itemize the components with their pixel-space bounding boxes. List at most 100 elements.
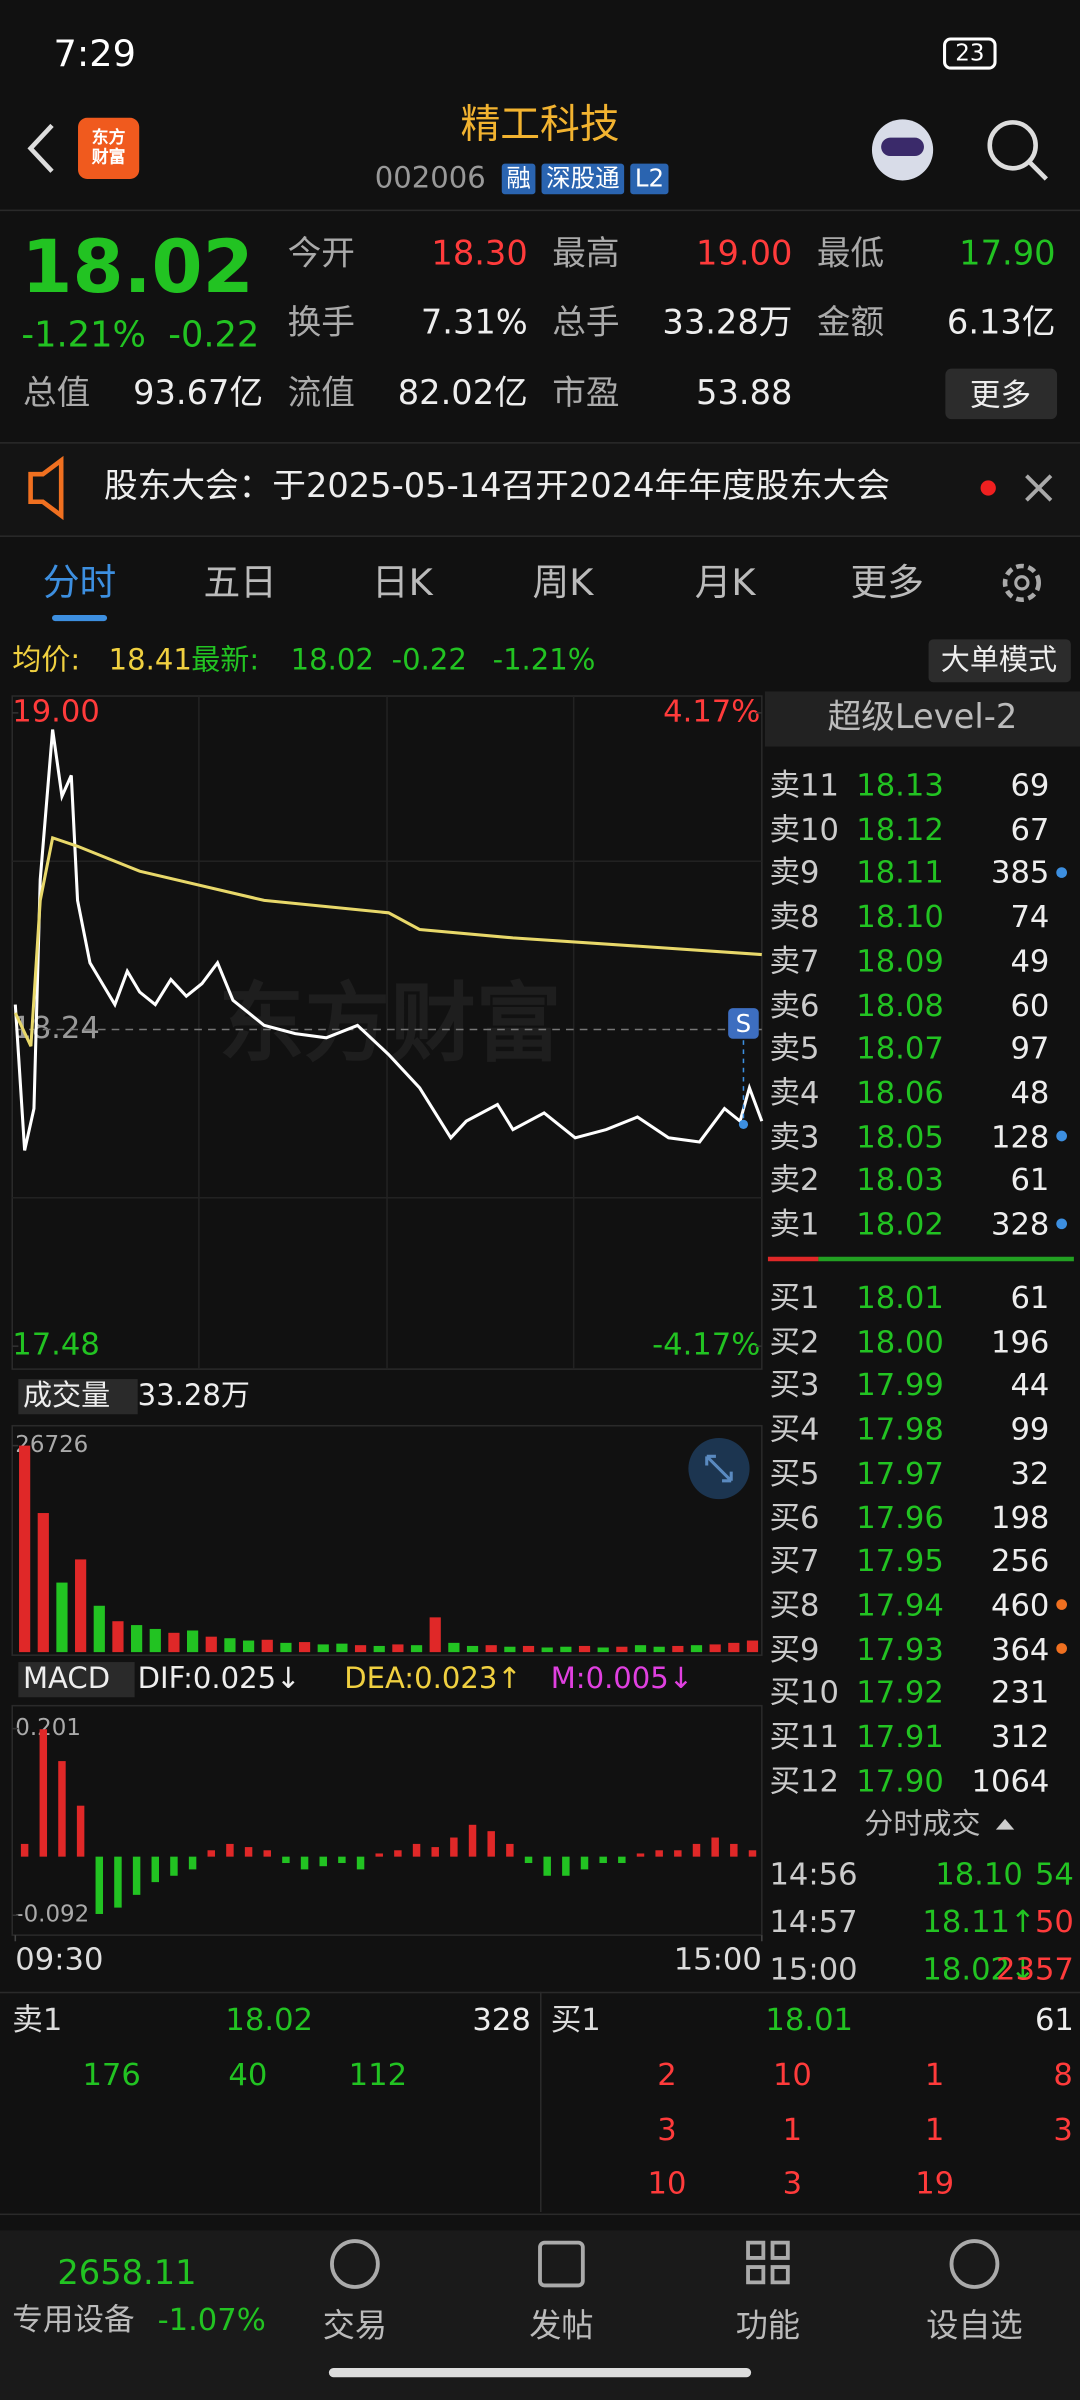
book-label: 卖10 [769,810,839,848]
macd-bar [356,1856,365,1870]
macd-bar [487,1831,495,1857]
macd-bar [431,1847,439,1857]
field-value: 33.28万 [662,304,793,343]
summary-bid-label: 买1 [550,2000,601,2038]
nav-icon-post[interactable] [538,2240,585,2288]
level2-title[interactable]: 超级Level-2 [827,699,1018,738]
field-value: 82.02亿 [397,374,528,414]
stock-name: 精工科技 [460,102,620,149]
field-label: 换手 [287,304,355,343]
price-line [13,835,762,1047]
field-value: 18.30 [431,235,528,274]
tab[interactable]: 日K [371,561,433,605]
price-line [13,729,764,1151]
field-label: 总值 [22,374,91,414]
book-price: 18.12 [856,810,944,848]
book-label: 买10 [769,1674,839,1711]
last-dot [738,1119,749,1129]
macd-bar [226,1843,234,1857]
nav-item[interactable]: 功能 [735,2307,801,2345]
summary-panel [0,1991,1080,2216]
summary-ask-label: 卖1 [12,2000,63,2038]
macd-bar [655,1850,663,1857]
macd-bar [282,1856,290,1864]
book-label: 卖1 [769,1205,820,1243]
macd-bar [39,1729,48,1857]
notice-text[interactable]: 股东大会：于2025-05-14召开2024年年度股东大会 [104,468,891,507]
tab[interactable]: 五日 [203,561,277,605]
macd-indicator: M:0.005↓ [550,1662,694,1696]
logo-box[interactable] [78,117,140,179]
tab-underline [52,614,108,622]
macd-bar [95,1856,104,1914]
tab[interactable]: 月K [694,561,756,605]
book-volume: 99 [1010,1410,1050,1448]
nav-icon-watch[interactable] [949,2239,1000,2289]
macd-label[interactable]: MACD [18,1662,135,1698]
avg-value: 18.41 [108,643,192,677]
book-price: 18.07 [856,1029,944,1067]
volume-bar [560,1646,572,1653]
stock-tag: L2 [630,163,669,195]
search-icon[interactable] [987,120,1038,171]
trade-marker: S [736,1009,752,1038]
more-button[interactable] [945,368,1058,420]
tab[interactable]: 更多 [850,561,924,605]
field-label: 市盈 [552,374,620,414]
field-label: 最高 [552,235,620,274]
book-volume: 312 [990,1717,1050,1755]
tab[interactable]: 分时 [42,561,117,605]
notice-bar[interactable] [0,442,1080,537]
macd-bar [319,1856,327,1867]
volume-label[interactable]: 成交量 [18,1379,138,1415]
field-label: 金额 [816,304,885,343]
index-value[interactable]: 2658.11 [57,2254,197,2294]
book-label: 卖3 [769,1117,820,1155]
nav-item[interactable]: 交易 [322,2307,388,2345]
close-icon[interactable] [1025,474,1053,502]
ask-order: 112 [348,2055,408,2093]
book-label: 买2 [769,1322,820,1360]
book-price: 17.98 [856,1410,944,1448]
avg-label: 均价: [12,643,81,677]
expand-icon [705,1454,733,1483]
book-price: 18.09 [856,942,944,979]
book-label: 买11 [769,1717,839,1755]
stock-tag: 深股通 [541,163,625,195]
mode-label[interactable]: 大单模式 [940,643,1058,677]
book-price: 18.03 [856,1161,944,1199]
mode-button[interactable] [928,639,1071,683]
nav-item[interactable]: 发帖 [529,2307,594,2345]
tab[interactable]: 周K [532,561,594,605]
level2-header[interactable] [764,691,1080,747]
last-price: 18.02 [21,224,254,311]
book-price: 17.99 [856,1366,944,1404]
book-label: 买7 [769,1542,820,1579]
nav-item[interactable]: 设自选 [926,2307,1023,2345]
nav-icon-trade[interactable] [330,2239,380,2289]
book-label: 卖11 [769,766,839,804]
volume-bar [298,1642,311,1653]
nav-icon-func[interactable] [746,2240,790,2285]
macd-bar [338,1856,346,1864]
header-divider [0,209,1080,212]
volume-bar [317,1644,329,1653]
volume-bar [112,1621,124,1653]
more-label[interactable]: 更多 [969,376,1032,414]
x-tick-label: 15:00 [674,1943,762,1978]
volume-bar [709,1644,721,1653]
book-price: 18.02 [856,1205,944,1243]
volume-bar [131,1625,143,1653]
bid-order: 3 [782,2164,803,2202]
book-price: 18.01 [856,1278,944,1316]
settings-icon[interactable] [1002,563,1041,602]
field-label: 今开 [287,235,355,274]
volume-bar [541,1647,553,1653]
macd-bar [599,1856,607,1864]
trades-caret [995,1818,1015,1830]
book-volume: 97 [1010,1029,1050,1067]
macd-bar [244,1847,253,1857]
volume-bar [168,1632,180,1653]
back-icon[interactable] [27,123,54,173]
